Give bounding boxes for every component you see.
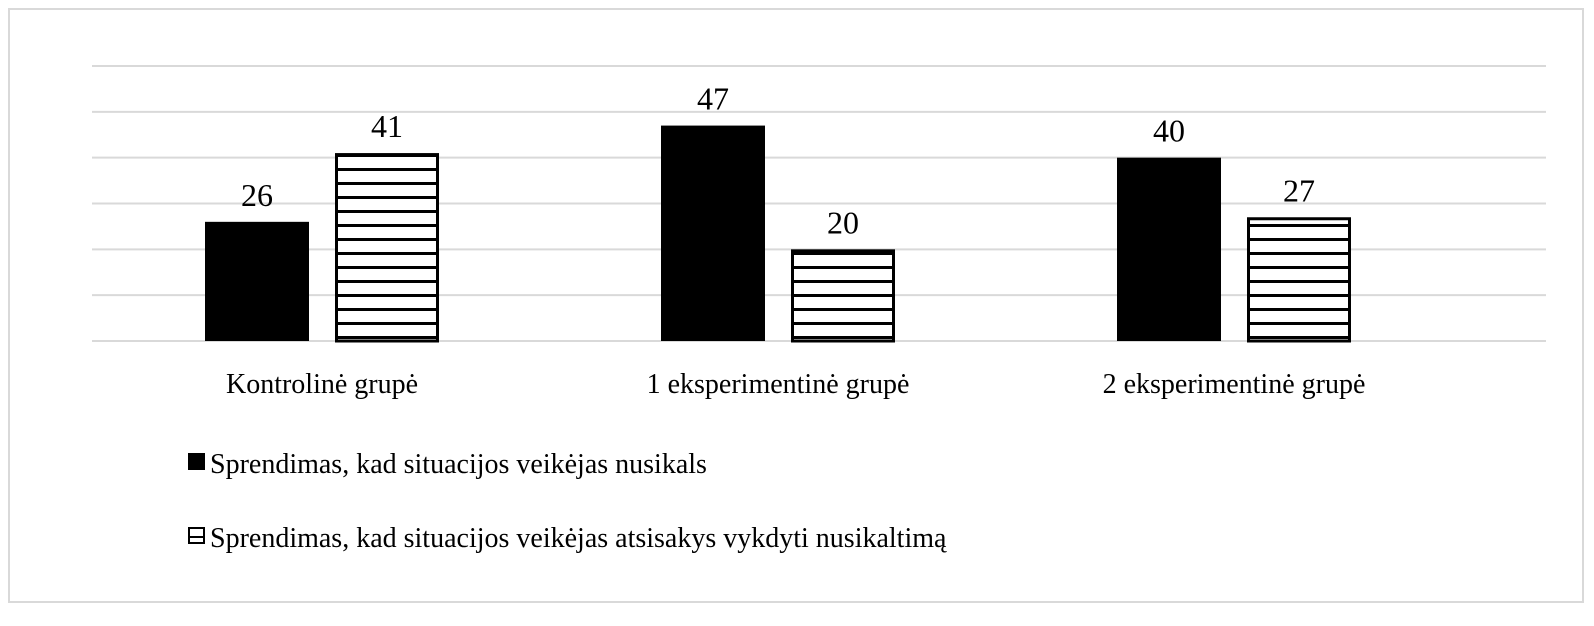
legend-label: Sprendimas, kad situacijos veikėjas atsi…	[210, 523, 947, 554]
category-label: Kontrolinė grupė	[226, 369, 418, 400]
bar-series-1	[205, 221, 309, 341]
data-label: 26	[241, 177, 273, 213]
data-label: 40	[1153, 113, 1185, 149]
data-label: 41	[371, 108, 403, 144]
category-label: 2 eksperimentinė grupė	[1103, 369, 1366, 400]
legend-item: Sprendimas, kad situacijos veikėjas atsi…	[188, 523, 947, 554]
category-label: 1 eksperimentinė grupė	[647, 369, 910, 400]
data-label: 27	[1283, 172, 1315, 208]
legend-swatch-solid	[188, 453, 205, 470]
bar-series-1	[1117, 157, 1221, 341]
legend-swatch-striped	[188, 527, 205, 544]
bar-series-2	[1247, 217, 1351, 343]
data-label: 47	[697, 81, 729, 117]
bar-series-2	[335, 153, 439, 343]
chart-border	[8, 8, 1584, 603]
legend-item: Sprendimas, kad situacijos veikėjas nusi…	[188, 449, 707, 480]
bar-series-2	[791, 249, 895, 343]
bar-series-1	[661, 125, 765, 341]
legend-label: Sprendimas, kad situacijos veikėjas nusi…	[210, 449, 707, 480]
data-label: 20	[827, 204, 859, 240]
